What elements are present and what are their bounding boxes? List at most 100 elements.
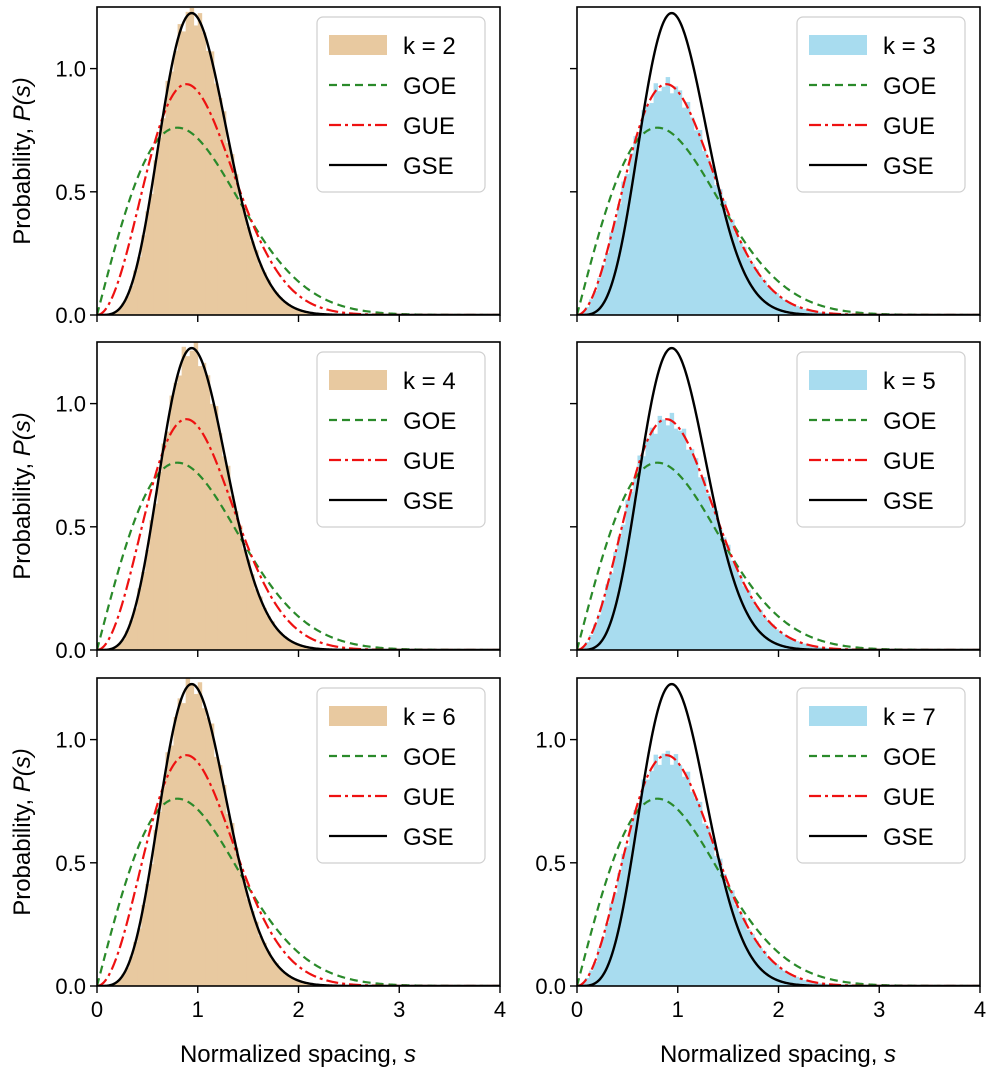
histogram-bar xyxy=(621,181,626,315)
histogram-bar xyxy=(734,232,739,315)
panel-k6: 0 1 2 3 4 0.0 0.5 1.0 Probability, P(s) k = 6 GOE G… xyxy=(9,677,506,1022)
histogram-bar xyxy=(677,765,683,986)
y-tick-label: 0.0 xyxy=(55,638,86,663)
histogram-bar xyxy=(274,292,279,315)
histogram-bar xyxy=(242,549,247,650)
legend-label: GUE xyxy=(403,448,455,475)
histogram-bar xyxy=(742,246,747,315)
histogram-bar xyxy=(701,823,707,986)
y-tick-label: 0.0 xyxy=(535,974,566,999)
histogram-bar xyxy=(689,117,695,315)
histogram-bar xyxy=(701,477,707,650)
y-tick-label: 1.0 xyxy=(55,728,86,753)
legend: k = 3 GOE GUE GSE xyxy=(796,16,966,193)
histogram-bar xyxy=(205,50,211,315)
legend-goe-entry: GOE xyxy=(809,744,936,771)
legend-label: GOE xyxy=(883,73,936,100)
histogram-bar xyxy=(254,589,259,650)
histogram-bar xyxy=(722,537,727,650)
histogram-bar xyxy=(726,215,731,315)
histogram-bar xyxy=(661,86,667,315)
y-axis-title: Probability, P(s) xyxy=(9,412,36,580)
histogram-bar xyxy=(806,645,812,650)
legend-gue-entry: GUE xyxy=(809,113,935,140)
histogram-bar xyxy=(302,311,307,315)
histogram-bar xyxy=(270,288,275,315)
legend-gue-entry: GUE xyxy=(809,784,935,811)
histogram-bar xyxy=(782,299,787,315)
histogram-bar xyxy=(709,838,715,986)
histogram-bar xyxy=(697,477,703,650)
histogram-bar xyxy=(585,977,590,986)
histogram-bar xyxy=(669,764,675,986)
histogram-bar xyxy=(778,631,783,650)
histogram-bar xyxy=(141,235,146,315)
histogram-bar xyxy=(633,477,638,650)
histogram-bar xyxy=(185,356,191,650)
histogram-bar xyxy=(270,621,275,650)
x-tick-label: 4 xyxy=(974,997,986,1022)
histogram-bar xyxy=(225,465,231,650)
histogram-bar xyxy=(621,853,626,986)
legend-label: GSE xyxy=(883,488,934,515)
histogram-bar xyxy=(225,813,231,986)
histogram-bar xyxy=(661,419,667,650)
histogram-bar xyxy=(746,929,751,986)
histogram-bar xyxy=(609,573,614,650)
histogram-bar xyxy=(185,11,191,315)
x-axis-title-left: Normalized spacing, s xyxy=(180,1041,416,1068)
histogram-bar xyxy=(641,779,646,986)
histogram-bar xyxy=(145,884,150,986)
histogram-bar xyxy=(693,458,699,650)
histogram-bar xyxy=(665,77,671,315)
histogram-bar xyxy=(205,375,211,650)
legend-label: GUE xyxy=(403,784,455,811)
histogram-bar xyxy=(593,624,598,650)
x-tick-label: 0 xyxy=(91,997,103,1022)
y-tick-label: 0.5 xyxy=(535,851,566,876)
histogram-bar xyxy=(177,698,183,986)
histogram-bar xyxy=(141,571,146,650)
histogram-bar xyxy=(149,864,154,986)
histogram-bar xyxy=(113,983,118,986)
histogram-bar xyxy=(814,982,820,986)
histogram-bar xyxy=(229,495,235,650)
histogram-bar xyxy=(266,616,271,650)
histogram-bar xyxy=(742,918,747,986)
histogram-bar xyxy=(766,620,771,650)
legend-goe-entry: GOE xyxy=(329,744,456,771)
histogram-bar xyxy=(730,219,735,315)
histogram-bar xyxy=(581,647,586,650)
histogram-bar xyxy=(217,765,223,986)
histogram-bar xyxy=(282,972,287,986)
histogram-bar xyxy=(185,678,191,986)
histogram-bar xyxy=(153,160,158,315)
histogram-bar xyxy=(294,643,299,650)
histogram-bar xyxy=(790,638,796,650)
histogram-bar xyxy=(758,609,763,650)
histogram-bar xyxy=(165,80,170,315)
histogram-bar xyxy=(802,309,808,315)
legend-swatch xyxy=(329,35,387,55)
histogram-bar xyxy=(629,821,634,986)
histogram-bar xyxy=(129,620,134,650)
histogram-bar xyxy=(306,647,311,650)
histogram-bar xyxy=(625,845,630,986)
histogram-bar xyxy=(113,647,118,650)
x-tick-label: 0 xyxy=(571,997,583,1022)
histogram-bar xyxy=(274,628,279,650)
legend-hist-entry: k = 2 xyxy=(329,33,456,60)
histogram-bar xyxy=(181,703,187,986)
legend-label: GSE xyxy=(883,153,934,180)
histogram-bar xyxy=(278,632,283,650)
histogram-bar xyxy=(246,899,251,986)
histogram-bar xyxy=(225,143,231,315)
y-tick-label: 0.5 xyxy=(55,180,86,205)
histogram-bar xyxy=(141,904,146,986)
histogram-bar xyxy=(197,682,203,986)
histogram-bar xyxy=(581,983,586,986)
histogram-bar xyxy=(786,301,791,315)
histogram-bar xyxy=(738,575,743,650)
legend-box xyxy=(796,351,966,528)
histogram-bar xyxy=(238,525,243,650)
